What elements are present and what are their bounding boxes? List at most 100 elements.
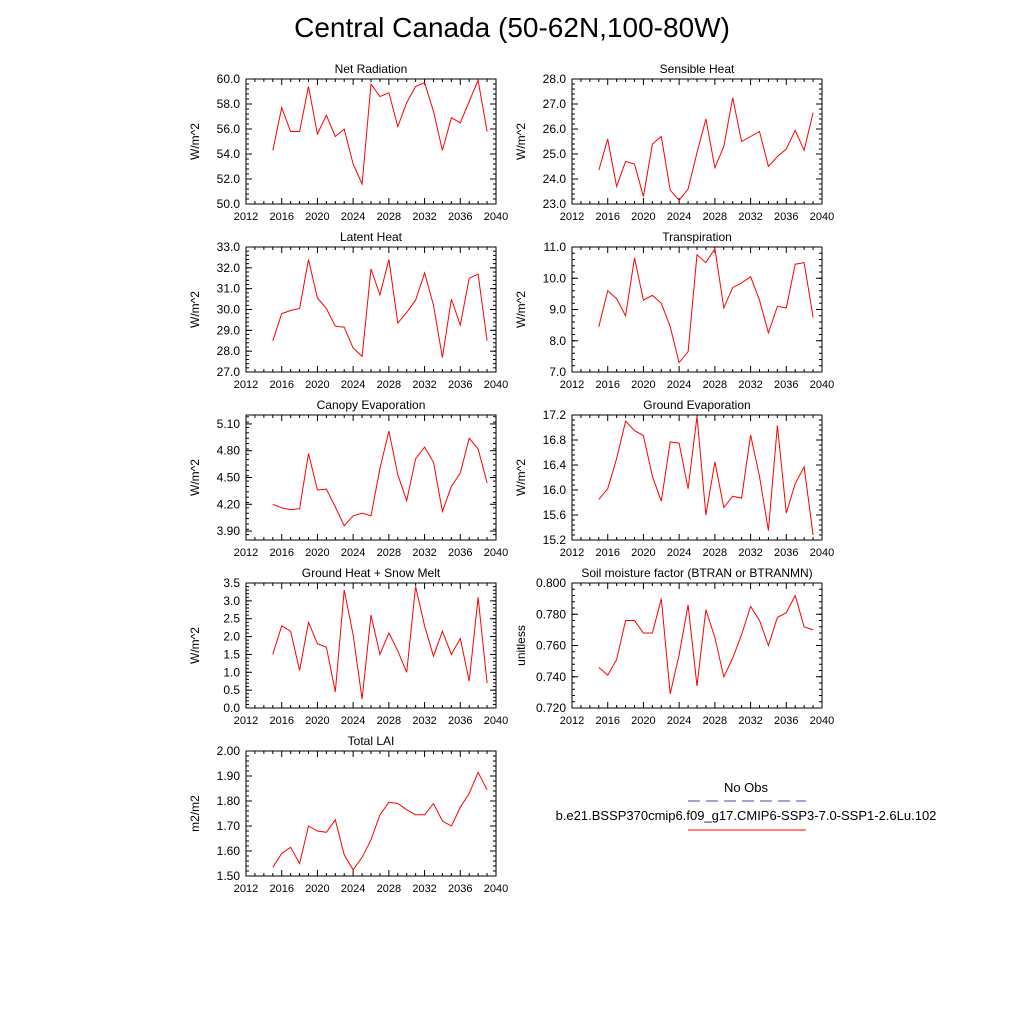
legend-model-label: b.e21.BSSP370cmip6.f09_g17.CMIP6-SSP3-7.…: [556, 808, 937, 823]
y-tick-label: 27.0: [543, 97, 567, 111]
plot-frame: [571, 582, 823, 709]
chart-title: Ground Evaporation: [643, 398, 750, 412]
x-tick-label: 2012: [234, 883, 258, 895]
x-tick-label: 2040: [484, 211, 508, 223]
x-tick-label: 2024: [341, 379, 365, 391]
x-tick-label: 2016: [595, 211, 619, 223]
x-tick-label: 2032: [738, 211, 762, 223]
x-tick-label: 2036: [774, 379, 798, 391]
y-tick-label: 23.0: [543, 197, 567, 211]
x-tick-label: 2016: [269, 211, 293, 223]
y-tick-label: 54.0: [217, 147, 241, 161]
chart-panel: Sensible Heat W/m^2 2012 2016 2020 2024 2028 20…: [514, 62, 834, 223]
y-tick-label: 2.00: [217, 744, 241, 758]
x-tick-label: 2032: [412, 715, 436, 727]
x-tick-label: 2020: [631, 547, 655, 559]
y-tick-label: 11.0: [544, 240, 567, 254]
y-tick-label: 5.10: [217, 417, 241, 431]
y-tick-label: 16.0: [543, 483, 567, 497]
plot-frame: [245, 246, 497, 373]
x-tick-label: 2040: [810, 715, 834, 727]
y-tick-label: 24.0: [543, 172, 567, 186]
x-tick-label: 2040: [484, 547, 508, 559]
y-tick-label: 9.0: [549, 303, 566, 317]
y-tick-label: 32.0: [217, 261, 241, 275]
y-tick-label: 7.0: [549, 365, 566, 379]
x-tick-label: 2032: [738, 379, 762, 391]
x-tick-label: 2020: [631, 379, 655, 391]
chart-title: Net Radiation: [335, 62, 408, 76]
y-tick-label: 26.0: [543, 122, 567, 136]
legend: No Obs b.e21.BSSP370cmip6.f09_g17.CMIP6-…: [556, 780, 937, 831]
plot-frame: [571, 246, 823, 373]
y-axis-label: W/m^2: [188, 459, 202, 496]
x-tick-label: 2040: [484, 715, 508, 727]
y-tick-label: 58.0: [217, 97, 241, 111]
y-tick-label: 3.90: [217, 524, 241, 538]
x-tick-label: 2024: [341, 547, 365, 559]
chart-title: Sensible Heat: [660, 62, 735, 76]
y-tick-label: 1.80: [217, 794, 241, 808]
y-tick-label: 16.8: [543, 433, 567, 447]
x-tick-label: 2024: [341, 883, 365, 895]
y-tick-label: 2.0: [223, 630, 240, 644]
x-tick-label: 2040: [484, 379, 508, 391]
x-tick-label: 2032: [412, 379, 436, 391]
x-tick-label: 2024: [341, 715, 365, 727]
x-tick-label: 2028: [703, 715, 727, 727]
page-title: Central Canada (50-62N,100-80W): [294, 12, 730, 43]
y-axis-label: W/m^2: [514, 123, 528, 160]
x-tick-label: 2040: [810, 211, 834, 223]
y-tick-label: 0.780: [536, 607, 566, 621]
y-tick-label: 33.0: [217, 240, 241, 254]
x-tick-label: 2032: [738, 715, 762, 727]
y-axis-label: unitless: [514, 625, 528, 666]
chart-panel: Ground Heat + Snow Melt W/m^2 2012 2016 2020…: [188, 566, 508, 727]
legend-obs-label: No Obs: [724, 780, 769, 795]
x-tick-label: 2012: [560, 715, 584, 727]
x-tick-label: 2016: [269, 379, 293, 391]
y-tick-label: 15.6: [543, 508, 567, 522]
y-tick-label: 4.80: [217, 444, 241, 458]
x-tick-label: 2020: [305, 211, 329, 223]
x-tick-label: 2016: [595, 547, 619, 559]
chart-panel: Soil moisture factor (BTRAN or BTRANMN) u…: [514, 566, 834, 727]
y-tick-label: 31.0: [217, 282, 241, 296]
x-tick-label: 2012: [560, 379, 584, 391]
plot-frame: [571, 78, 823, 205]
x-tick-label: 2028: [377, 715, 401, 727]
chart-panel: Transpiration W/m^2 2012 2016 2020 2024 2028 20…: [514, 230, 834, 391]
y-axis-label: m2/m2: [188, 795, 202, 832]
y-tick-label: 25.0: [543, 147, 567, 161]
x-tick-label: 2028: [377, 547, 401, 559]
y-tick-label: 1.90: [217, 769, 241, 783]
y-axis-label: W/m^2: [188, 123, 202, 160]
series-line: [272, 430, 488, 527]
x-tick-label: 2024: [667, 547, 691, 559]
x-tick-label: 2020: [305, 715, 329, 727]
y-tick-label: 4.20: [217, 497, 241, 511]
y-tick-label: 27.0: [217, 365, 241, 379]
x-tick-label: 2020: [631, 715, 655, 727]
y-tick-label: 3.0: [223, 594, 240, 608]
y-tick-label: 10.0: [543, 271, 567, 285]
chart-title: Soil moisture factor (BTRAN or BTRANMN): [581, 566, 812, 580]
series-line: [598, 594, 814, 695]
y-tick-label: 16.4: [543, 458, 567, 472]
x-tick-label: 2036: [448, 883, 472, 895]
x-tick-label: 2016: [269, 547, 293, 559]
x-tick-label: 2036: [774, 715, 798, 727]
x-tick-label: 2024: [667, 715, 691, 727]
y-tick-label: 50.0: [217, 197, 241, 211]
x-tick-label: 2036: [448, 547, 472, 559]
plot-frame: [571, 414, 823, 541]
y-tick-label: 1.60: [217, 844, 241, 858]
x-tick-label: 2032: [412, 211, 436, 223]
x-tick-label: 2012: [234, 211, 258, 223]
x-tick-label: 2032: [738, 547, 762, 559]
chart-title: Ground Heat + Snow Melt: [302, 566, 441, 580]
x-tick-label: 2024: [667, 379, 691, 391]
plot-frame: [245, 750, 497, 877]
y-tick-label: 0.0: [223, 701, 240, 715]
